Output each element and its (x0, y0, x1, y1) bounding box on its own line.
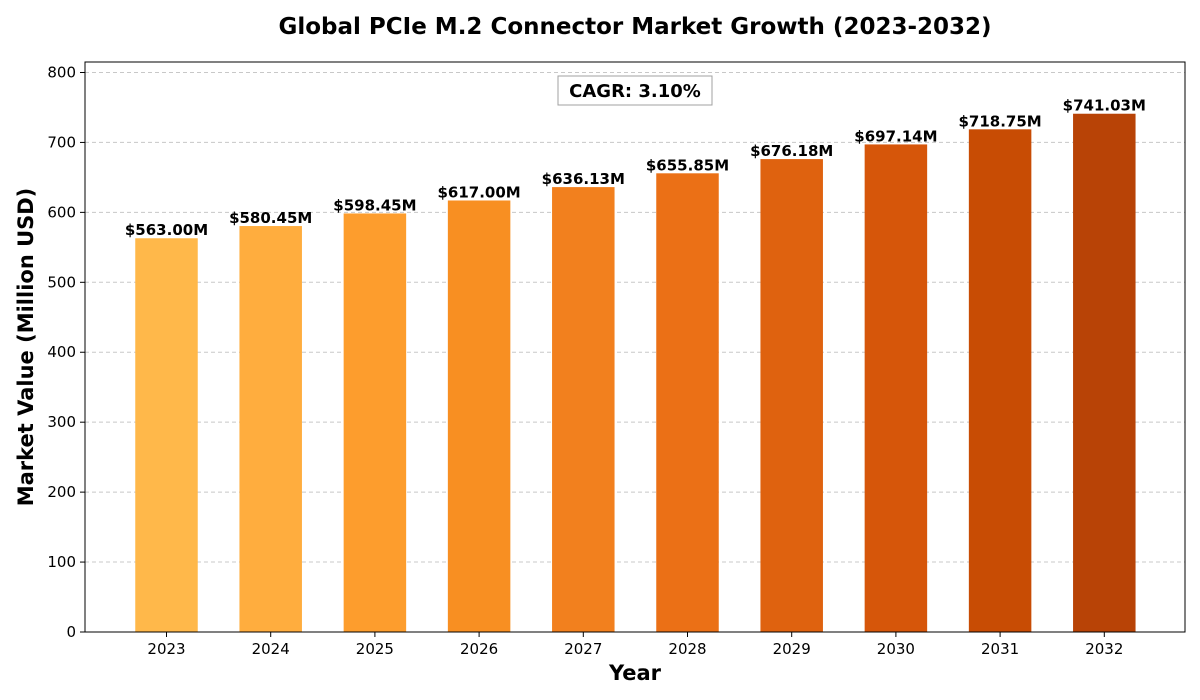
data-label-2026: $617.00M (437, 183, 520, 201)
y-tick-label: 700 (47, 133, 76, 151)
bar-2032 (1073, 113, 1136, 632)
y-tick-label: 300 (47, 413, 76, 431)
bar-2027 (552, 187, 615, 633)
cagr-annotation-text: CAGR: 3.10% (569, 81, 701, 102)
data-label-2024: $580.45M (229, 209, 312, 227)
y-tick-label: 800 (47, 63, 76, 81)
y-tick-label: 0 (66, 623, 76, 641)
bar-2023 (135, 238, 198, 632)
x-tick-label-2027: 2027 (564, 640, 602, 658)
data-label-2031: $718.75M (958, 112, 1041, 130)
data-label-2029: $676.18M (750, 142, 833, 160)
x-tick-label-2031: 2031 (981, 640, 1019, 658)
y-axis-ticks: 0 100 200 300 400 500 600 700 800 (47, 63, 85, 641)
bar-2030 (864, 144, 928, 632)
data-label-2032: $741.03M (1063, 97, 1146, 115)
cagr-annotation: CAGR: 3.10% (557, 75, 713, 106)
bars (135, 113, 1136, 633)
y-axis-label: Market Value (Million USD) (14, 188, 38, 507)
bar-2031 (968, 129, 1032, 632)
x-tick-label-2029: 2029 (773, 640, 811, 658)
data-label-2025: $598.45M (333, 196, 416, 214)
y-tick-label: 100 (47, 553, 76, 571)
data-label-2023: $563.00M (125, 221, 208, 239)
x-tick-label-2023: 2023 (147, 640, 185, 658)
x-tick-label-2028: 2028 (668, 640, 706, 658)
data-label-2030: $697.14M (854, 127, 937, 145)
data-labels: $563.00M $580.45M $598.45M $617.00M $636.13M… (125, 97, 1146, 240)
x-tick-label-2032: 2032 (1085, 640, 1123, 658)
bar-2028 (656, 173, 719, 632)
chart-title: Global PCIe M.2 Connector Market Growth … (278, 14, 991, 40)
bar-2025 (343, 213, 407, 632)
cagr-annotation-box (557, 75, 713, 106)
data-label-2028: $655.85M (646, 156, 729, 174)
bar-2026 (447, 200, 511, 633)
x-axis-ticks: 2023 2024 2025 2026 2027 2028 2029 2030 2031 2032 (147, 632, 1123, 658)
y-tick-label: 200 (47, 483, 76, 501)
data-label-2027: $636.13M (542, 170, 625, 188)
plot-frame (84, 61, 1186, 633)
y-tick-label: 400 (47, 343, 76, 361)
x-tick-label-2024: 2024 (252, 640, 290, 658)
x-tick-label-2025: 2025 (356, 640, 394, 658)
y-tick-label: 600 (47, 203, 76, 221)
x-tick-label-2026: 2026 (460, 640, 498, 658)
x-tick-label-2030: 2030 (877, 640, 915, 658)
x-axis-label: Year (608, 661, 662, 685)
bar-2029 (760, 159, 823, 632)
bar-2024 (239, 226, 302, 632)
y-tick-label: 500 (47, 273, 76, 291)
